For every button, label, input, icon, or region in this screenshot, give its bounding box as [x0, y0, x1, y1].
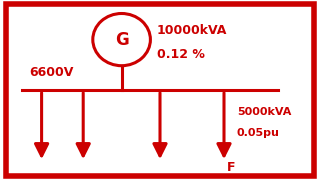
Text: 0.12 %: 0.12 %: [157, 48, 205, 60]
Text: 6600V: 6600V: [29, 66, 73, 78]
Text: G: G: [115, 31, 128, 49]
Text: 0.05pu: 0.05pu: [237, 128, 280, 138]
Text: 5000kVA: 5000kVA: [237, 107, 291, 117]
Text: F: F: [227, 161, 236, 174]
Text: 10000kVA: 10000kVA: [157, 24, 227, 37]
